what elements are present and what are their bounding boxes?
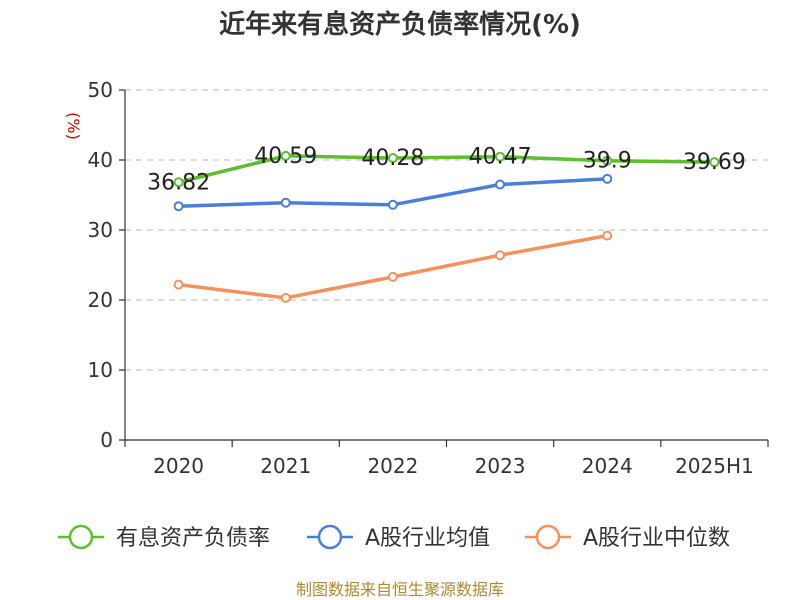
data-point-2023 [495, 151, 506, 162]
series-lines [173, 150, 720, 303]
legend-label: A股行业中位数 [583, 526, 730, 551]
data-point-2021 [280, 292, 291, 303]
data-point-2022 [387, 199, 398, 210]
y-axis-unit-label: (%) [64, 112, 83, 140]
legend-item-0: 有息资产负债率 [58, 524, 270, 551]
x-tick-label-2022: 2022 [367, 454, 418, 478]
data-label-2024: 39.9 [583, 149, 632, 174]
y-tick-label-0: 0 [100, 428, 113, 452]
legend-item-1: A股行业均值 [307, 524, 490, 551]
legend-swatch-marker [68, 524, 94, 550]
x-tick-label-2021: 2021 [260, 454, 311, 478]
data-label-2022: 40.28 [361, 146, 424, 171]
y-tick-label-50: 50 [88, 78, 113, 102]
y-tick-label-20: 20 [88, 288, 113, 312]
legend-label: 有息资产负债率 [116, 526, 270, 551]
data-point-2020 [173, 201, 184, 212]
data-label-2023: 40.47 [469, 145, 532, 170]
series-2 [173, 230, 613, 303]
y-tick-label-10: 10 [88, 358, 113, 382]
data-point-2023 [495, 250, 506, 261]
data-point-2024 [602, 230, 613, 241]
data-label-2025H1: 39.69 [683, 150, 746, 175]
x-tick-label-2025H1: 2025H1 [675, 454, 754, 478]
legend-item-2: A股行业中位数 [525, 524, 730, 551]
chart-title: 近年来有息资产负债率情况(%) [219, 9, 581, 40]
y-tick-label-40: 40 [88, 148, 113, 172]
data-point-2021 [280, 197, 291, 208]
axes: 0 10 20 30 40 50 2020 2021 2022 2023 2024 2025H1 [88, 78, 769, 478]
data-point-2020 [173, 177, 184, 188]
series-0 [173, 150, 720, 188]
x-tick-label-2020: 2020 [153, 454, 204, 478]
series-line-2 [176, 233, 609, 300]
series-1 [173, 173, 613, 212]
data-point-2022 [387, 271, 398, 282]
y-tick-label-30: 30 [88, 218, 113, 242]
gridlines [125, 89, 768, 371]
data-point-2021 [280, 150, 291, 161]
data-point-2025H1 [709, 157, 720, 168]
data-point-2024 [602, 155, 613, 166]
data-point-2024 [602, 173, 613, 184]
x-tick-label-2023: 2023 [475, 454, 526, 478]
legend-label: A股行业均值 [365, 526, 490, 551]
legend-swatch-marker [317, 524, 343, 550]
series-line-0 [176, 154, 717, 185]
data-label-2021: 40.59 [254, 144, 317, 169]
legend: 有息资产负债率 A股行业均值 A股行业中位数 [58, 524, 730, 551]
data-labels: 36.82 40.59 40.28 40.47 39.9 39.69 [147, 144, 746, 195]
data-label-2020: 36.82 [147, 170, 210, 195]
source-caption: 制图数据来自恒生聚源数据库 [296, 580, 504, 599]
data-point-2020 [173, 279, 184, 290]
legend-swatch-marker [535, 524, 561, 550]
data-point-2022 [387, 153, 398, 164]
x-tick-label-2024: 2024 [582, 454, 633, 478]
data-point-2023 [495, 179, 506, 190]
